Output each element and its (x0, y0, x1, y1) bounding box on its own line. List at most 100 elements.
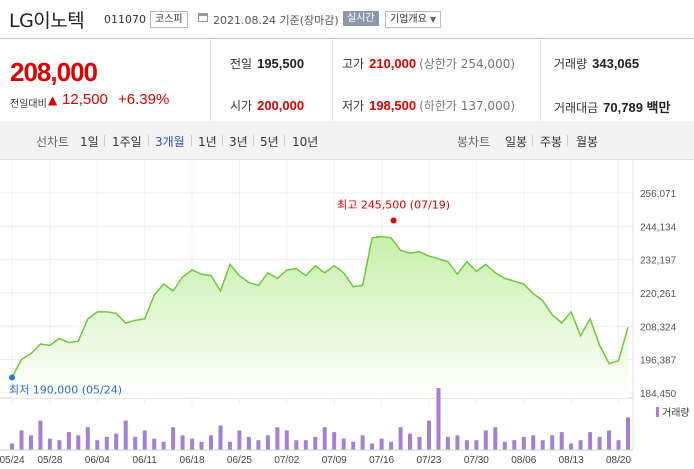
volume-bar (256, 440, 261, 450)
lower-limit: (하한가 137,000) (419, 99, 516, 113)
stock-name: LG이노텍 (9, 10, 85, 32)
volume-bar (322, 427, 327, 450)
stat-prev-label: 전일 (230, 57, 253, 71)
volume-bar (38, 420, 43, 450)
volume-bar (104, 436, 109, 450)
high-annotation: 최고 245,500 (07/19) (337, 198, 450, 211)
volume-bar (493, 427, 498, 450)
tab-divider (284, 135, 285, 146)
quote-summary: 208,000 전일대비 ▲ 12,500 +6.39% 전일 195,500 시… (0, 38, 694, 122)
volume-bar (199, 441, 204, 450)
y-tick-label: 220,261 (640, 289, 677, 300)
x-tick-label: 08/20 (606, 455, 631, 466)
tab-daily[interactable]: 일봉 (505, 135, 528, 149)
stat-prev-value: 195,500 (257, 56, 305, 71)
tab-1y[interactable]: 1년 (198, 135, 217, 149)
volume-bar (246, 436, 251, 450)
price-line (11, 235, 629, 378)
stat-open: 시가 200,000 (230, 97, 304, 114)
volume-bar (626, 417, 630, 450)
realtime-button[interactable]: 실시간 (343, 11, 379, 26)
change-value: 12,500 (62, 91, 108, 108)
company-info-dropdown[interactable]: 기업개요 ▼ (385, 11, 442, 28)
price-chart: 256,071 244,134 232,197 220,261 208,324 196,3… (0, 160, 690, 466)
tab-divider (104, 135, 105, 146)
volume-bar (161, 441, 166, 450)
tab-3y[interactable]: 3년 (229, 135, 248, 149)
volume-bar (341, 438, 346, 450)
tab-5y[interactable]: 5년 (260, 135, 279, 149)
volume-bar (218, 425, 223, 450)
price-box: 208,000 전일대비 ▲ 12,500 +6.39% (0, 39, 211, 121)
y-tick-label: 184,450 (640, 389, 677, 400)
stat-high-value: 210,000 (369, 56, 417, 71)
volume-bar (597, 436, 602, 450)
stat-volume-value: 343,065 (592, 56, 640, 71)
volume-bar (152, 438, 157, 450)
tab-monthly[interactable]: 월봉 (576, 135, 599, 149)
volume-bar (550, 435, 555, 450)
volume-bar (408, 433, 412, 450)
volume-bar (417, 436, 422, 450)
tab-weekly[interactable]: 주봉 (540, 135, 563, 149)
chevron-down-icon: ▼ (430, 15, 437, 24)
tab-divider (222, 135, 223, 146)
price-area (12, 236, 628, 398)
volume-bar (483, 430, 488, 450)
volume-bar (303, 440, 308, 450)
volume-bar (10, 443, 14, 450)
x-tick-label: 08/06 (511, 455, 536, 466)
y-tick-label: 244,134 (640, 222, 677, 233)
volume-bar (114, 433, 119, 450)
volume-bar (389, 441, 394, 450)
market-badge: 코스피 (150, 11, 188, 28)
stat-open-label: 시가 (230, 99, 253, 113)
calendar-icon (198, 13, 208, 22)
stat-high: 고가 210,000 (상한가 254,000) (342, 55, 515, 72)
volume-bar (379, 438, 384, 450)
volume-bar (294, 440, 299, 450)
tab-divider (532, 135, 533, 146)
x-tick-label: 05/24 (0, 455, 25, 466)
tab-1w[interactable]: 1주일 (112, 135, 142, 149)
tab-1d[interactable]: 1일 (80, 135, 99, 149)
tab-10y[interactable]: 10년 (292, 135, 319, 149)
change-percent: +6.39% (118, 91, 170, 108)
volume-bar (95, 440, 100, 450)
volume-bar (171, 427, 176, 450)
stat-prev: 전일 195,500 (230, 55, 304, 72)
x-tick-label: 06/18 (180, 455, 205, 466)
volume-bar (275, 427, 280, 450)
volume-bar (559, 432, 564, 450)
volume-bar (607, 430, 611, 450)
stat-amount-label: 거래대금 (554, 101, 599, 115)
stock-code: 011070 (104, 13, 146, 26)
divider (540, 39, 541, 121)
volume-bar (228, 441, 232, 450)
y-tick-label: 256,071 (640, 189, 677, 200)
volume-bar (569, 443, 574, 450)
company-info-label: 기업개요 (390, 14, 427, 25)
x-tick-label: 07/23 (416, 455, 441, 466)
y-tick-label: 232,197 (640, 256, 677, 267)
stat-low-value: 198,500 (369, 98, 417, 113)
x-tick-label: 05/28 (37, 455, 62, 466)
volume-bar (370, 443, 375, 450)
volume-bar (265, 435, 270, 450)
chart-tabs: 선차트 1일 1주일 3개월 1년 3년 5년 10년 봉차트 일봉 주봉 월봉 (0, 121, 694, 160)
stat-low: 저가 198,500 (하한가 137,000) (342, 97, 515, 114)
x-tick-label: 07/09 (322, 455, 347, 466)
volume-bar (66, 432, 71, 450)
high-marker (390, 217, 397, 224)
tab-divider (148, 135, 149, 146)
x-tick-label: 06/25 (227, 455, 252, 466)
y-tick-label: 208,324 (640, 322, 677, 333)
divider (332, 39, 333, 121)
line-chart-label: 선차트 (36, 135, 70, 149)
volume-bar (85, 427, 90, 450)
volume-bar (512, 440, 517, 450)
volume-bar (332, 432, 337, 450)
tab-3m[interactable]: 3개월 (155, 135, 185, 149)
volume-bar (436, 388, 441, 450)
volume-bar (540, 440, 545, 450)
